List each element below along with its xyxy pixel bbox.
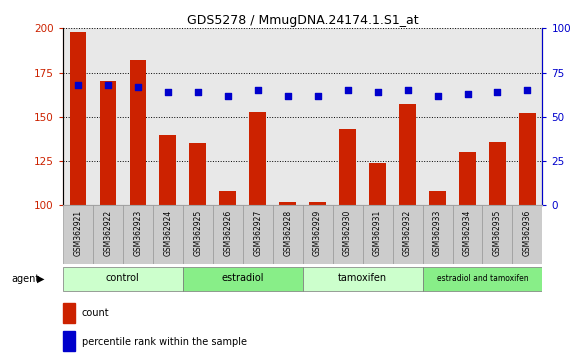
- FancyBboxPatch shape: [153, 205, 183, 264]
- Bar: [279, 202, 296, 205]
- Text: GSM362931: GSM362931: [373, 210, 382, 256]
- Bar: [339, 129, 356, 205]
- Point: [373, 89, 382, 95]
- Bar: [159, 135, 176, 205]
- Text: GSM362929: GSM362929: [313, 210, 322, 256]
- Text: GSM362934: GSM362934: [463, 210, 472, 256]
- Bar: [250, 112, 266, 205]
- Bar: [190, 143, 206, 205]
- FancyBboxPatch shape: [183, 205, 212, 264]
- FancyBboxPatch shape: [243, 205, 273, 264]
- Text: GSM362930: GSM362930: [343, 210, 352, 256]
- Bar: [369, 163, 386, 205]
- FancyBboxPatch shape: [303, 205, 332, 264]
- Point: [343, 87, 352, 93]
- Bar: [399, 104, 416, 205]
- Point: [493, 89, 502, 95]
- Point: [223, 93, 232, 98]
- Point: [433, 93, 442, 98]
- Bar: [519, 113, 536, 205]
- FancyBboxPatch shape: [63, 205, 93, 264]
- Text: GSM362933: GSM362933: [433, 210, 442, 256]
- Bar: [63, 331, 75, 351]
- Text: GSM362922: GSM362922: [103, 210, 112, 256]
- FancyBboxPatch shape: [273, 205, 303, 264]
- Text: GSM362921: GSM362921: [73, 210, 82, 256]
- FancyBboxPatch shape: [332, 205, 363, 264]
- Bar: [489, 142, 506, 205]
- Bar: [130, 60, 146, 205]
- FancyBboxPatch shape: [363, 205, 392, 264]
- Point: [133, 84, 142, 90]
- Text: GSM362926: GSM362926: [223, 210, 232, 256]
- Bar: [429, 191, 446, 205]
- Text: GSM362927: GSM362927: [253, 210, 262, 256]
- Text: GSM362923: GSM362923: [133, 210, 142, 256]
- Text: GSM362925: GSM362925: [193, 210, 202, 256]
- Text: control: control: [106, 273, 140, 283]
- FancyBboxPatch shape: [183, 267, 303, 291]
- FancyBboxPatch shape: [482, 205, 513, 264]
- FancyBboxPatch shape: [392, 205, 423, 264]
- Text: estradiol and tamoxifen: estradiol and tamoxifen: [437, 274, 528, 283]
- Text: count: count: [82, 308, 110, 318]
- Point: [403, 87, 412, 93]
- Text: percentile rank within the sample: percentile rank within the sample: [82, 337, 247, 347]
- Text: GSM362928: GSM362928: [283, 210, 292, 256]
- Point: [73, 82, 82, 88]
- Bar: [459, 152, 476, 205]
- Bar: [99, 81, 116, 205]
- Text: GSM362924: GSM362924: [163, 210, 172, 256]
- Point: [313, 93, 322, 98]
- Text: agent: agent: [11, 274, 39, 284]
- FancyBboxPatch shape: [303, 267, 423, 291]
- FancyBboxPatch shape: [423, 205, 452, 264]
- FancyBboxPatch shape: [513, 205, 542, 264]
- FancyBboxPatch shape: [423, 267, 542, 291]
- FancyBboxPatch shape: [63, 267, 183, 291]
- Point: [253, 87, 262, 93]
- Bar: [63, 303, 75, 323]
- Text: ▶: ▶: [37, 274, 45, 284]
- Title: GDS5278 / MmugDNA.24174.1.S1_at: GDS5278 / MmugDNA.24174.1.S1_at: [187, 14, 419, 27]
- FancyBboxPatch shape: [93, 205, 123, 264]
- FancyBboxPatch shape: [123, 205, 153, 264]
- Point: [523, 87, 532, 93]
- Point: [283, 93, 292, 98]
- Text: GSM362932: GSM362932: [403, 210, 412, 256]
- Point: [103, 82, 112, 88]
- Point: [163, 89, 172, 95]
- Bar: [309, 202, 326, 205]
- Text: GSM362935: GSM362935: [493, 210, 502, 256]
- Text: GSM362936: GSM362936: [523, 210, 532, 256]
- Bar: [219, 191, 236, 205]
- FancyBboxPatch shape: [212, 205, 243, 264]
- FancyBboxPatch shape: [452, 205, 482, 264]
- Point: [193, 89, 202, 95]
- Text: tamoxifen: tamoxifen: [338, 273, 387, 283]
- Bar: [70, 32, 86, 205]
- Text: estradiol: estradiol: [222, 273, 264, 283]
- Point: [463, 91, 472, 97]
